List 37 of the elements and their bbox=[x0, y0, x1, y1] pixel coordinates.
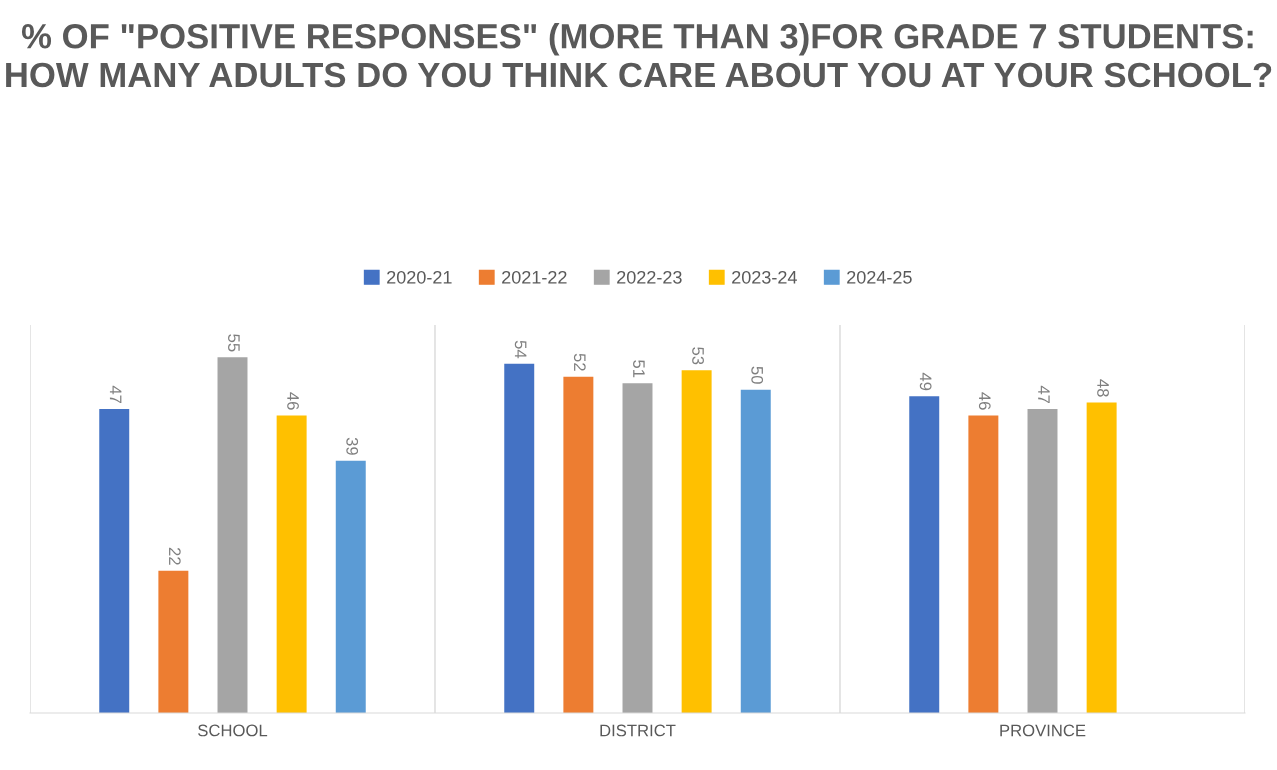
data-label: 47 bbox=[1038, 385, 1050, 404]
legend-label: 2022-23 bbox=[617, 270, 682, 284]
bar bbox=[740, 389, 771, 713]
legend-label: 2020-21 bbox=[387, 270, 452, 284]
data-label: 53 bbox=[692, 347, 704, 365]
bar bbox=[1086, 402, 1117, 713]
x-tick-label: PROVINCE bbox=[1000, 724, 1086, 737]
bar bbox=[217, 357, 248, 713]
bar bbox=[276, 415, 307, 713]
data-label: 49 bbox=[919, 372, 932, 391]
bar bbox=[1027, 409, 1058, 713]
bar bbox=[909, 396, 940, 713]
x-tick-label: SCHOOL bbox=[198, 724, 268, 737]
bar bbox=[158, 570, 189, 713]
data-label: 46 bbox=[287, 392, 299, 410]
bar bbox=[681, 370, 712, 713]
legend-label: 2024-25 bbox=[847, 270, 912, 284]
bar bbox=[504, 363, 535, 713]
bar bbox=[335, 460, 366, 713]
data-label: 46 bbox=[978, 392, 991, 410]
data-label: 54 bbox=[514, 340, 527, 359]
data-label: 55 bbox=[228, 334, 240, 352]
data-label: 47 bbox=[109, 385, 122, 404]
x-tick-label: DISTRICT bbox=[600, 724, 676, 737]
data-label: 50 bbox=[751, 366, 764, 384]
data-label: 48 bbox=[1097, 379, 1109, 397]
bar bbox=[99, 409, 130, 713]
legend-label: 2023-24 bbox=[732, 270, 797, 284]
bar bbox=[968, 415, 999, 713]
data-label: 22 bbox=[169, 547, 181, 565]
bar bbox=[622, 383, 653, 713]
data-label: 51 bbox=[633, 360, 645, 378]
chart-title: % OF "POSITIVE RESPONSES" (MORE THAN 3)FOR GRADE 7 STUDENTS: HOW MANY ADULTS DO YOU THINK CARE ABOUT YOU AT YOUR SCHOOL? bbox=[6, 23, 1272, 88]
legend-label: 2021-22 bbox=[502, 270, 567, 284]
data-label: 39 bbox=[346, 437, 359, 455]
data-label: 52 bbox=[573, 353, 586, 371]
bar bbox=[563, 376, 594, 713]
